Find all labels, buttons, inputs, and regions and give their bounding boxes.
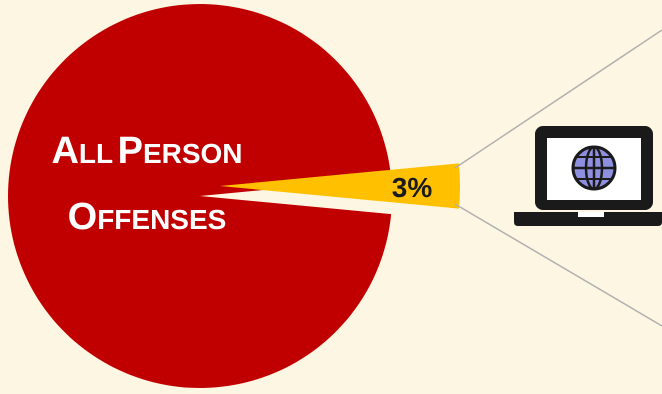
connector-line-top bbox=[454, 29, 662, 169]
label-char: P bbox=[117, 130, 143, 172]
label-char: O bbox=[67, 196, 98, 238]
pie-slices bbox=[7, 4, 460, 389]
label-char: FFENSES bbox=[97, 204, 227, 235]
label-char: A bbox=[51, 130, 79, 172]
pie-slice-small bbox=[220, 163, 460, 209]
slice-label-line2: OFFENSES bbox=[22, 198, 272, 236]
slice-label-line1: ALL PERSON bbox=[22, 132, 272, 170]
label-char: LL bbox=[78, 138, 114, 169]
slice-percent-label: 3% bbox=[391, 172, 433, 203]
pie-slice-main bbox=[7, 4, 392, 389]
laptop-globe-icon bbox=[514, 126, 662, 226]
label-char: ERSON bbox=[142, 138, 243, 169]
connector-line-bottom bbox=[454, 203, 662, 327]
globe-icon bbox=[571, 145, 617, 191]
